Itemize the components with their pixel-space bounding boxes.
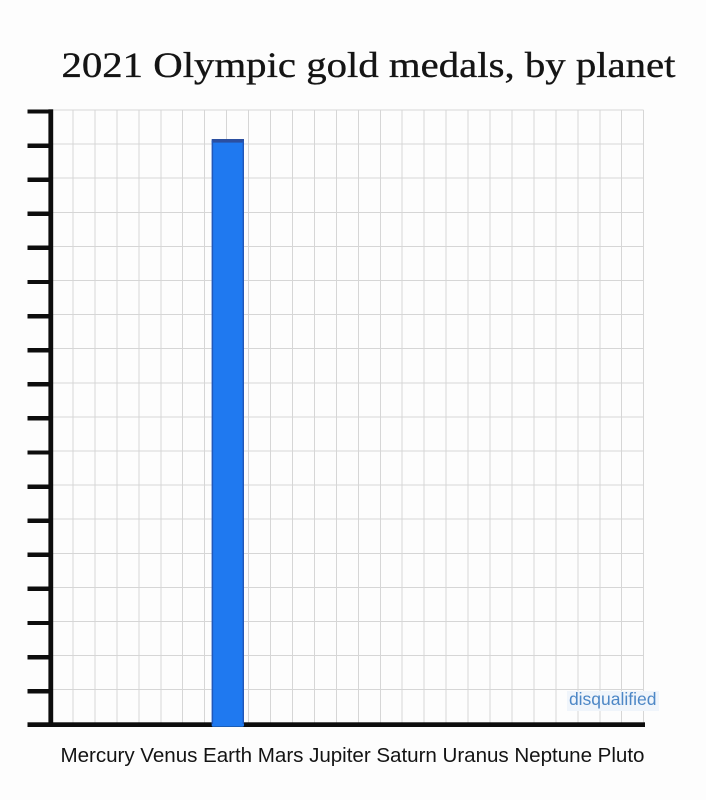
svg-text:Mercury Venus Earth Mars Jupit: Mercury Venus Earth Mars Jupiter Saturn … — [61, 744, 645, 767]
svg-text:disqualified: disqualified — [569, 689, 657, 709]
svg-text:2021 Olympic gold medals, by p: 2021 Olympic gold medals, by planet — [62, 45, 676, 85]
